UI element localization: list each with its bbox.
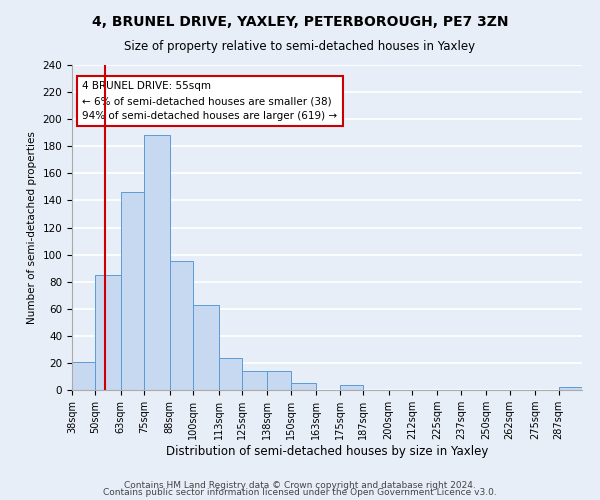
Bar: [193, 304, 218, 390]
Text: 4, BRUNEL DRIVE, YAXLEY, PETERBOROUGH, PE7 3ZN: 4, BRUNEL DRIVE, YAXLEY, PETERBOROUGH, P…: [92, 15, 508, 29]
Text: Contains HM Land Registry data © Crown copyright and database right 2024.: Contains HM Land Registry data © Crown c…: [124, 480, 476, 490]
Text: 4 BRUNEL DRIVE: 55sqm
← 6% of semi-detached houses are smaller (38)
94% of semi-: 4 BRUNEL DRIVE: 55sqm ← 6% of semi-detac…: [82, 81, 337, 121]
Text: Size of property relative to semi-detached houses in Yaxley: Size of property relative to semi-detach…: [124, 40, 476, 53]
Bar: [95, 275, 121, 390]
X-axis label: Distribution of semi-detached houses by size in Yaxley: Distribution of semi-detached houses by …: [166, 445, 488, 458]
Bar: [559, 388, 582, 390]
Bar: [291, 383, 316, 390]
Y-axis label: Number of semi-detached properties: Number of semi-detached properties: [27, 131, 37, 324]
Bar: [170, 262, 193, 390]
Bar: [121, 192, 144, 390]
Bar: [218, 358, 242, 390]
Text: Contains public sector information licensed under the Open Government Licence v3: Contains public sector information licen…: [103, 488, 497, 497]
Bar: [72, 362, 95, 390]
Bar: [340, 384, 363, 390]
Bar: [144, 136, 170, 390]
Bar: [268, 371, 291, 390]
Bar: [242, 371, 268, 390]
